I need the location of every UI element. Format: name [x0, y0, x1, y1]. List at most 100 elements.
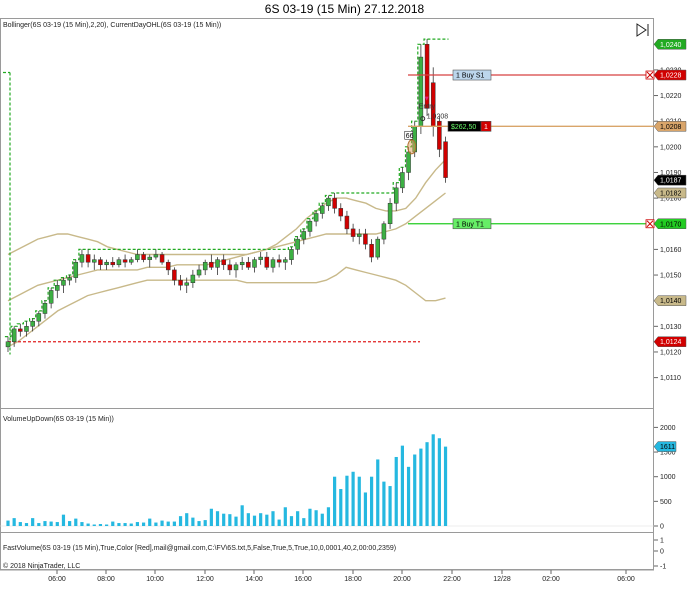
candle-body: [381, 223, 387, 240]
time-tick-label: 20:00: [393, 576, 411, 583]
upper-band-badge-text: 1,0182: [660, 190, 682, 197]
target-price-badge: [653, 218, 687, 230]
price-axis: 1,0110 1,0120 1,0130 1,0140 1,0150 1,0160 1,01…: [654, 42, 682, 382]
candle-body: [406, 151, 411, 173]
volume-bar: [363, 492, 368, 526]
time-tick-label: 12/28: [493, 576, 511, 583]
volume-bar: [252, 515, 257, 526]
candle-body: [5, 341, 11, 348]
candlesticks: [5, 39, 448, 352]
volume-bar: [382, 481, 386, 526]
volume-bar: [18, 522, 22, 526]
volume-tick-label: 1500: [660, 450, 676, 457]
candle-body: [344, 215, 350, 230]
volume-bar: [141, 522, 146, 526]
volume-bar: [172, 521, 176, 526]
candle-body: [11, 328, 17, 342]
volume-bar: [333, 476, 337, 526]
volume-bar: [419, 448, 423, 526]
volume-tick-label: 500: [660, 499, 672, 506]
time-tick-label: 12:00: [196, 576, 214, 583]
candle-body: [301, 231, 307, 240]
window-title: 6S 03-19 (15 Min) 27.12.2018: [264, 2, 425, 16]
volume-bar: [437, 438, 441, 526]
bollinger-bands: [7, 159, 447, 348]
position-marker-label: 66: [406, 133, 414, 140]
candle-body: [153, 254, 159, 258]
candle-body: [104, 261, 109, 266]
price-tick-label: 1,0130: [660, 324, 682, 331]
volume-bar: [129, 523, 133, 526]
volume-bar: [222, 513, 226, 526]
volume-axis: 0 500 1000 1500 2000: [0, 425, 676, 531]
candle-body: [350, 228, 356, 237]
candle-body: [85, 254, 91, 263]
volume-bar: [154, 522, 158, 526]
position-marker-box: [404, 130, 414, 140]
candle-body: [393, 187, 399, 204]
candle-body: [215, 259, 220, 268]
volume-bar: [302, 518, 306, 526]
volume-bar: [413, 454, 417, 526]
time-tick-label: 02:00: [542, 576, 560, 583]
volume-bar: [49, 521, 53, 526]
last-price-badge: [653, 174, 687, 186]
volume-bar: [6, 520, 10, 526]
price-tick-label: 1,0160: [660, 247, 682, 254]
candle-body: [172, 269, 177, 281]
volume-bar: [425, 442, 429, 526]
candle-body: [424, 44, 430, 109]
volume-bar: [246, 513, 250, 526]
candle-body: [209, 261, 214, 268]
candle-body: [92, 259, 97, 263]
stop-price-badge-text: 1,0228: [660, 73, 682, 80]
candle-body: [42, 303, 48, 314]
candle-body: [239, 261, 245, 266]
cancel-order-icon-stroke: [646, 71, 654, 79]
time-tick-label: 10:00: [146, 576, 164, 583]
target-order-label: 1 Buy T1: [456, 221, 484, 228]
candle-body: [264, 256, 270, 268]
day-high-badge-text: 1,0240: [660, 42, 682, 49]
volume-bar: [191, 517, 195, 526]
candle-body: [24, 326, 29, 332]
price-tick-label: 1,0220: [660, 93, 682, 100]
volume-bar: [148, 518, 152, 526]
volume-panel-label: VolumeUpDown(6S 03-19 (15 Min)): [3, 416, 114, 423]
candle-body: [326, 197, 331, 207]
candle-body: [67, 277, 72, 281]
candle-body: [246, 261, 251, 268]
volume-bar: [37, 523, 41, 526]
volume-bar: [259, 513, 263, 526]
volume-bar: [326, 507, 331, 526]
volume-bar: [197, 521, 201, 526]
candle-body: [30, 320, 35, 327]
candle-body: [184, 282, 189, 286]
candle-body: [418, 56, 424, 127]
volume-bar: [388, 486, 392, 526]
position-price-badge: [653, 121, 687, 132]
chart-scroll-end-icon[interactable]: [636, 23, 649, 37]
candle-body: [196, 269, 202, 276]
candle-body: [159, 254, 165, 263]
day-high-badge: [653, 39, 687, 50]
day-high-line: [4, 38, 449, 338]
volume-bar: [277, 519, 281, 526]
order-lines[interactable]: 1 Buy S1 1 Buy T1 $262,50 1 Entry 1,0208 66: [404, 69, 655, 230]
candle-body: [55, 285, 60, 291]
time-tick-label: 18:00: [344, 576, 362, 583]
candle-body: [61, 279, 66, 286]
day-low-badge: [653, 336, 687, 347]
volume-bar: [185, 513, 189, 526]
candle-body: [289, 249, 294, 260]
volume-bar: [289, 516, 294, 526]
position-qty-tag: [480, 121, 492, 132]
entry-highlight: [407, 139, 417, 155]
stop-order-tag: [452, 69, 492, 81]
volume-bar: [105, 524, 109, 526]
candle-body: [357, 233, 362, 237]
volume-bar: [345, 475, 349, 526]
volume-bar: [357, 476, 361, 526]
candle-body: [258, 256, 263, 260]
